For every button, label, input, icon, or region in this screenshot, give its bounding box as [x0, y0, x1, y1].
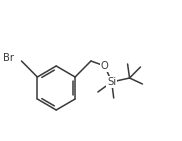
- Text: O: O: [101, 61, 109, 71]
- Text: Si: Si: [107, 77, 116, 87]
- Text: Br: Br: [3, 53, 14, 63]
